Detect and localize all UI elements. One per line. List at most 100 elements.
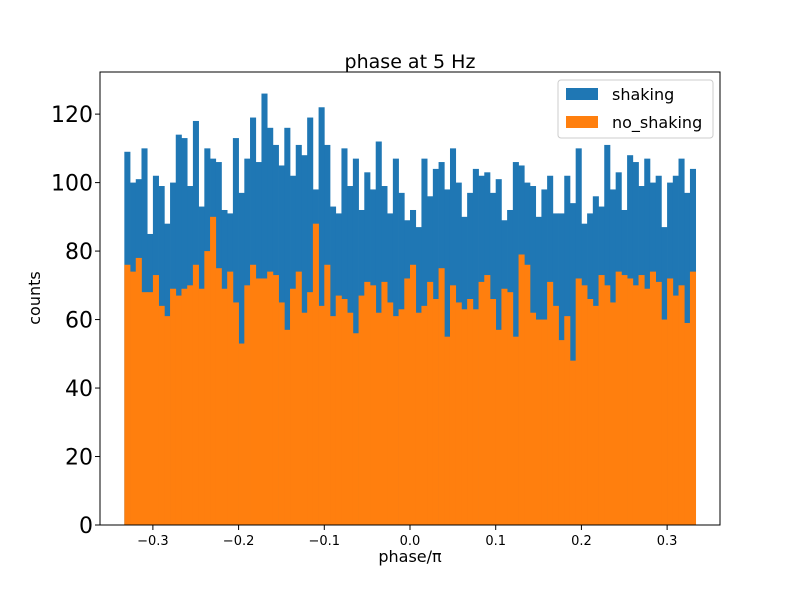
bar-no-shaking — [667, 278, 674, 525]
bar-no-shaking — [484, 275, 491, 525]
bar-no-shaking — [221, 288, 228, 525]
bar-no-shaking — [370, 285, 377, 525]
bar-no-shaking — [638, 275, 645, 525]
bar-no-shaking — [609, 302, 617, 525]
bar-no-shaking — [347, 312, 354, 525]
bar-no-shaking — [678, 285, 685, 525]
bar-no-shaking — [467, 299, 474, 525]
bar-no-shaking — [175, 295, 182, 525]
x-tick-label: −0.2 — [223, 534, 255, 549]
bar-no-shaking — [141, 292, 148, 525]
legend: shaking no_shaking — [557, 79, 714, 139]
bar-no-shaking — [449, 285, 457, 525]
bar-no-shaking — [210, 216, 217, 525]
bar-no-shaking — [444, 336, 451, 525]
bar-no-shaking — [250, 264, 257, 525]
bar-no-shaking — [684, 322, 691, 525]
bar-shaking — [284, 127, 291, 525]
bar-no-shaking — [558, 340, 565, 525]
x-tick-label: −0.1 — [309, 534, 341, 549]
bar-no-shaking — [535, 319, 542, 525]
bar-no-shaking — [124, 264, 131, 525]
bar-no-shaking — [170, 288, 177, 525]
bar-no-shaking — [181, 288, 188, 525]
bar-no-shaking — [501, 288, 508, 525]
bar-no-shaking — [215, 268, 222, 525]
bar-no-shaking — [518, 254, 525, 525]
bar-no-shaking — [404, 278, 411, 525]
bar-no-shaking — [187, 285, 194, 525]
bar-no-shaking — [341, 299, 348, 525]
bar-no-shaking — [381, 281, 388, 525]
y-tick-label: 20 — [65, 446, 93, 471]
bar-no-shaking — [627, 278, 634, 525]
bar-no-shaking — [272, 275, 279, 525]
bar-no-shaking — [295, 271, 302, 525]
bar-no-shaking — [524, 264, 531, 525]
bar-no-shaking — [512, 336, 519, 525]
y-tick-label: 80 — [65, 240, 93, 265]
bar-no-shaking — [278, 302, 285, 525]
legend-swatch-no-shaking — [566, 116, 598, 128]
bar-no-shaking — [358, 295, 365, 525]
legend-swatch-shaking — [566, 88, 598, 100]
y-axis: 0 20 40 60 80 100 120 — [51, 103, 100, 539]
bar-no-shaking — [255, 278, 262, 525]
bar-no-shaking — [284, 329, 291, 525]
y-axis-label: counts — [25, 271, 44, 324]
bar-no-shaking — [135, 257, 142, 525]
bar-no-shaking — [147, 292, 154, 525]
chart-title: phase at 5 Hz — [345, 51, 476, 73]
bar-no-shaking — [352, 333, 359, 525]
bar-no-shaking — [398, 309, 405, 525]
bar-no-shaking — [375, 312, 382, 525]
bar-no-shaking — [427, 281, 434, 525]
bar-no-shaking — [541, 319, 548, 525]
x-axis-label: phase/π — [378, 547, 442, 566]
bar-no-shaking — [198, 288, 205, 525]
y-tick-label: 40 — [65, 377, 93, 402]
bar-no-shaking — [364, 281, 371, 525]
bar-no-shaking — [204, 251, 211, 525]
bar-no-shaking — [529, 312, 537, 525]
bar-no-shaking — [507, 292, 514, 525]
y-tick-label: 60 — [65, 309, 93, 334]
y-tick-label: 120 — [51, 103, 93, 128]
bar-no-shaking — [330, 316, 337, 525]
bar-no-shaking — [581, 285, 588, 525]
bar-no-shaking — [478, 281, 485, 525]
bar-no-shaking — [461, 309, 468, 525]
bar-no-shaking — [604, 285, 611, 525]
bar-no-shaking — [598, 275, 605, 525]
bar-no-shaking — [564, 316, 571, 525]
bar-no-shaking — [227, 271, 234, 525]
y-tick-label: 100 — [51, 172, 93, 197]
bar-no-shaking — [335, 295, 342, 525]
bar-no-shaking — [307, 292, 314, 525]
bar-no-shaking — [318, 305, 325, 525]
bar-no-shaking — [290, 288, 297, 525]
x-tick-label: −0.3 — [137, 534, 169, 549]
bar-no-shaking — [455, 302, 462, 525]
bar-no-shaking — [438, 268, 445, 525]
bar-no-shaking — [547, 281, 554, 525]
bar-no-shaking — [569, 360, 577, 525]
bar-no-shaking — [244, 285, 251, 525]
legend-label-no-shaking: no_shaking — [612, 113, 702, 133]
bar-no-shaking — [415, 312, 422, 525]
bar-no-shaking — [410, 264, 417, 525]
bar-no-shaking — [552, 305, 559, 525]
bar-no-shaking — [672, 295, 679, 525]
x-tick-label: 0.1 — [485, 534, 506, 549]
y-tick-label: 0 — [79, 514, 93, 539]
x-tick-label: 0.2 — [571, 534, 592, 549]
bar-no-shaking — [164, 316, 171, 525]
bar-no-shaking — [615, 271, 622, 525]
bar-no-shaking — [130, 271, 137, 525]
bar-no-shaking — [632, 285, 639, 525]
bar-no-shaking — [232, 302, 239, 525]
bar-no-shaking — [432, 299, 439, 525]
bar-no-shaking — [655, 281, 662, 525]
bar-no-shaking — [489, 299, 497, 525]
bar-no-shaking — [644, 288, 651, 525]
